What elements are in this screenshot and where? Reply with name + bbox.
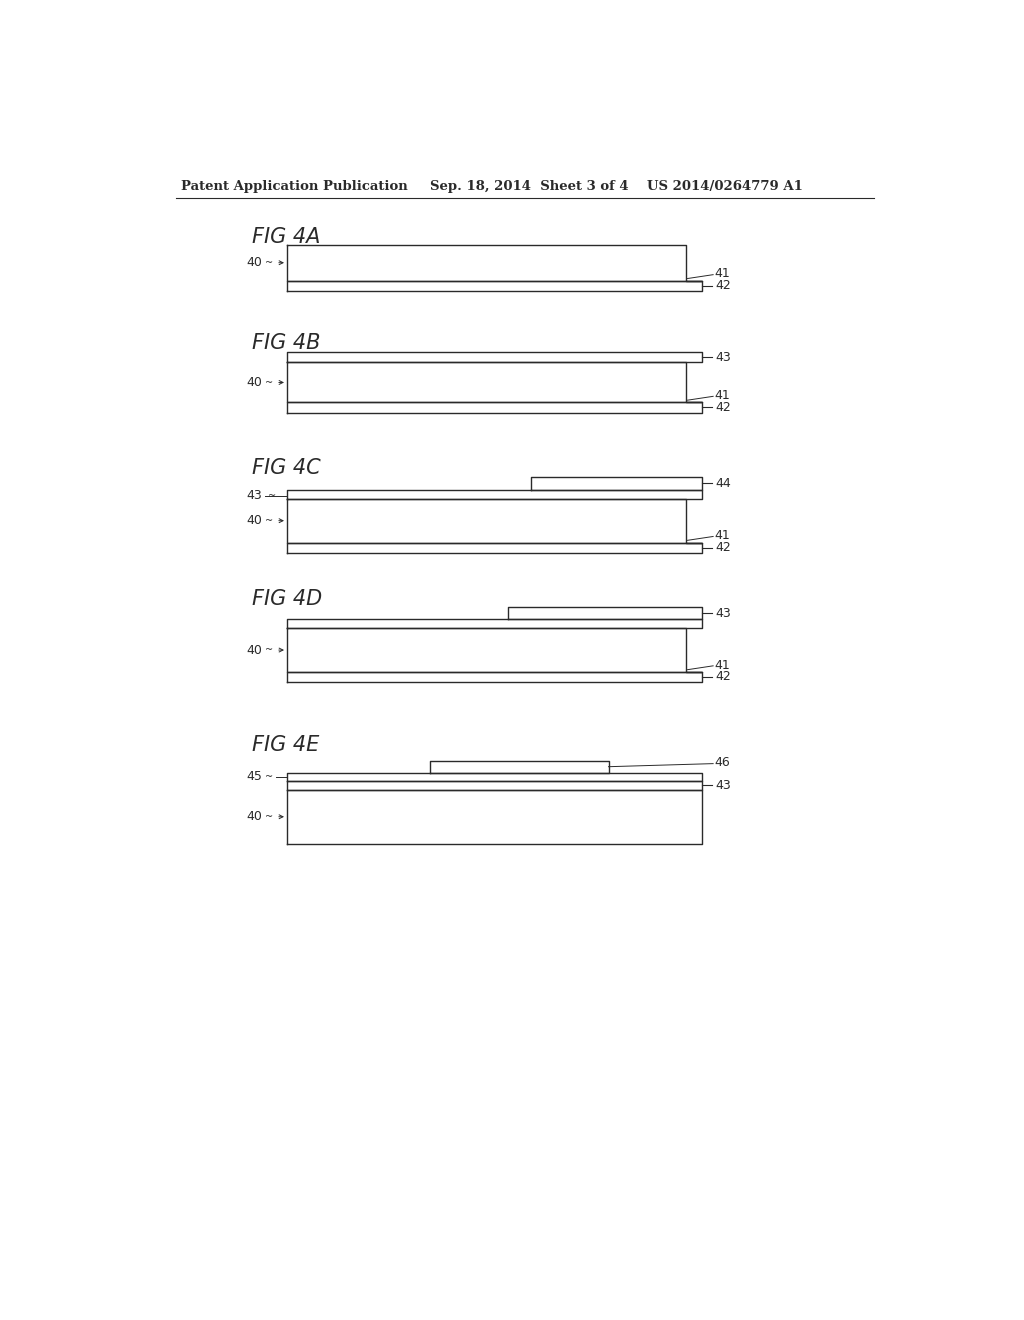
Text: 43: 43 (247, 490, 262, 502)
Text: 44: 44 (716, 477, 731, 490)
Text: Patent Application Publication: Patent Application Publication (180, 181, 408, 194)
Text: 41: 41 (715, 529, 730, 543)
Text: Sep. 18, 2014  Sheet 3 of 4: Sep. 18, 2014 Sheet 3 of 4 (430, 181, 629, 194)
Text: 43: 43 (716, 351, 731, 364)
Text: ~: ~ (265, 772, 273, 781)
Text: 43: 43 (716, 779, 731, 792)
Text: FIG 4D: FIG 4D (252, 589, 323, 609)
Text: 41: 41 (715, 389, 730, 403)
Text: 41: 41 (715, 268, 730, 280)
Text: 40: 40 (246, 376, 262, 389)
Text: 46: 46 (715, 756, 730, 770)
Text: 43: 43 (716, 607, 731, 619)
Text: ~: ~ (265, 645, 273, 655)
Text: FIG 4C: FIG 4C (252, 458, 321, 478)
Text: ~: ~ (268, 491, 276, 502)
Text: 40: 40 (246, 256, 262, 269)
Text: 42: 42 (716, 280, 731, 292)
Text: FIG 4E: FIG 4E (252, 735, 319, 755)
Text: FIG 4B: FIG 4B (252, 333, 321, 354)
Text: 45: 45 (246, 770, 262, 783)
Text: ~: ~ (265, 257, 273, 268)
Text: 40: 40 (246, 810, 262, 824)
Text: 40: 40 (246, 515, 262, 527)
Text: ~: ~ (265, 516, 273, 525)
Text: 40: 40 (246, 644, 262, 656)
Text: 41: 41 (715, 659, 730, 672)
Text: ~: ~ (265, 812, 273, 822)
Text: 42: 42 (716, 671, 731, 684)
Text: US 2014/0264779 A1: US 2014/0264779 A1 (647, 181, 803, 194)
Text: 42: 42 (716, 541, 731, 554)
Text: ~: ~ (265, 378, 273, 388)
Text: FIG 4A: FIG 4A (252, 227, 321, 247)
Text: 42: 42 (716, 401, 731, 414)
